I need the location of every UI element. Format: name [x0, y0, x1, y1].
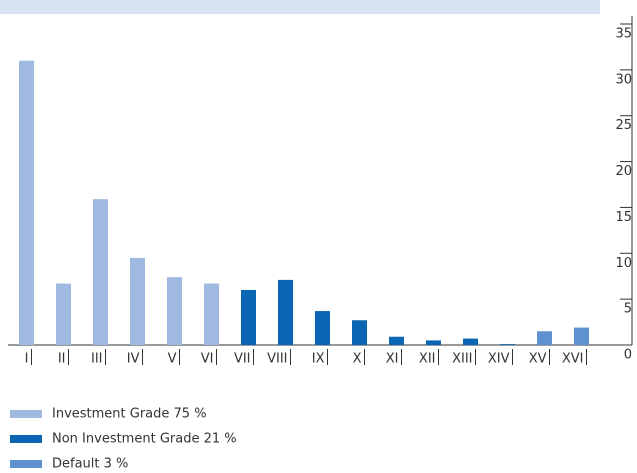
bar: [352, 320, 367, 345]
bar: [315, 311, 330, 345]
y-tick-label: 0: [624, 348, 632, 363]
bar: [278, 279, 293, 345]
x-tick-label: VIII: [267, 352, 287, 367]
x-tick-label: V: [168, 352, 177, 367]
legend-label: Investment Grade 75 %: [52, 407, 207, 422]
x-tick-label: II: [58, 352, 66, 367]
bar: [241, 289, 256, 345]
bar: [130, 257, 145, 345]
bar: [19, 60, 34, 345]
y-tick-label: 5: [624, 302, 632, 317]
header-band: [0, 0, 600, 14]
x-tick-label: XIV: [488, 352, 510, 367]
legend-label: Default 3 %: [52, 457, 128, 472]
y-tick-label: 35: [615, 27, 632, 42]
x-tick-label: IV: [127, 352, 140, 367]
x-tick-label: XII: [419, 352, 436, 367]
bar: [56, 283, 71, 345]
y-tick-label: 30: [615, 72, 632, 87]
bar: [93, 199, 108, 345]
bar: [574, 327, 589, 345]
y-tick-label: 15: [615, 210, 632, 225]
x-tick-label: XI: [386, 352, 399, 367]
bar: [389, 336, 404, 345]
legend-swatch: [10, 410, 42, 418]
y-tick-label: 25: [615, 118, 632, 133]
x-tick-label: IX: [312, 352, 325, 367]
x-tick-label: III: [91, 352, 103, 367]
y-tick-label: 10: [615, 256, 632, 271]
x-tick-label: VII: [234, 352, 251, 367]
x-tick-label: X: [353, 352, 362, 367]
legend-swatch: [10, 460, 42, 468]
bar: [500, 344, 515, 345]
x-tick-label: XVI: [562, 352, 584, 367]
y-tick-label: 20: [615, 164, 632, 179]
bar: [167, 277, 182, 345]
x-tick-label: VI: [201, 352, 214, 367]
bar: [204, 283, 219, 345]
x-tick-label: XIII: [452, 352, 472, 367]
bar: [463, 338, 478, 345]
bar: [426, 340, 441, 345]
x-tick-label: XV: [529, 352, 547, 367]
bar: [537, 331, 552, 345]
legend-swatch: [10, 435, 42, 443]
x-tick-label: I: [25, 352, 29, 367]
legend-label: Non Investment Grade 21 %: [52, 432, 237, 447]
